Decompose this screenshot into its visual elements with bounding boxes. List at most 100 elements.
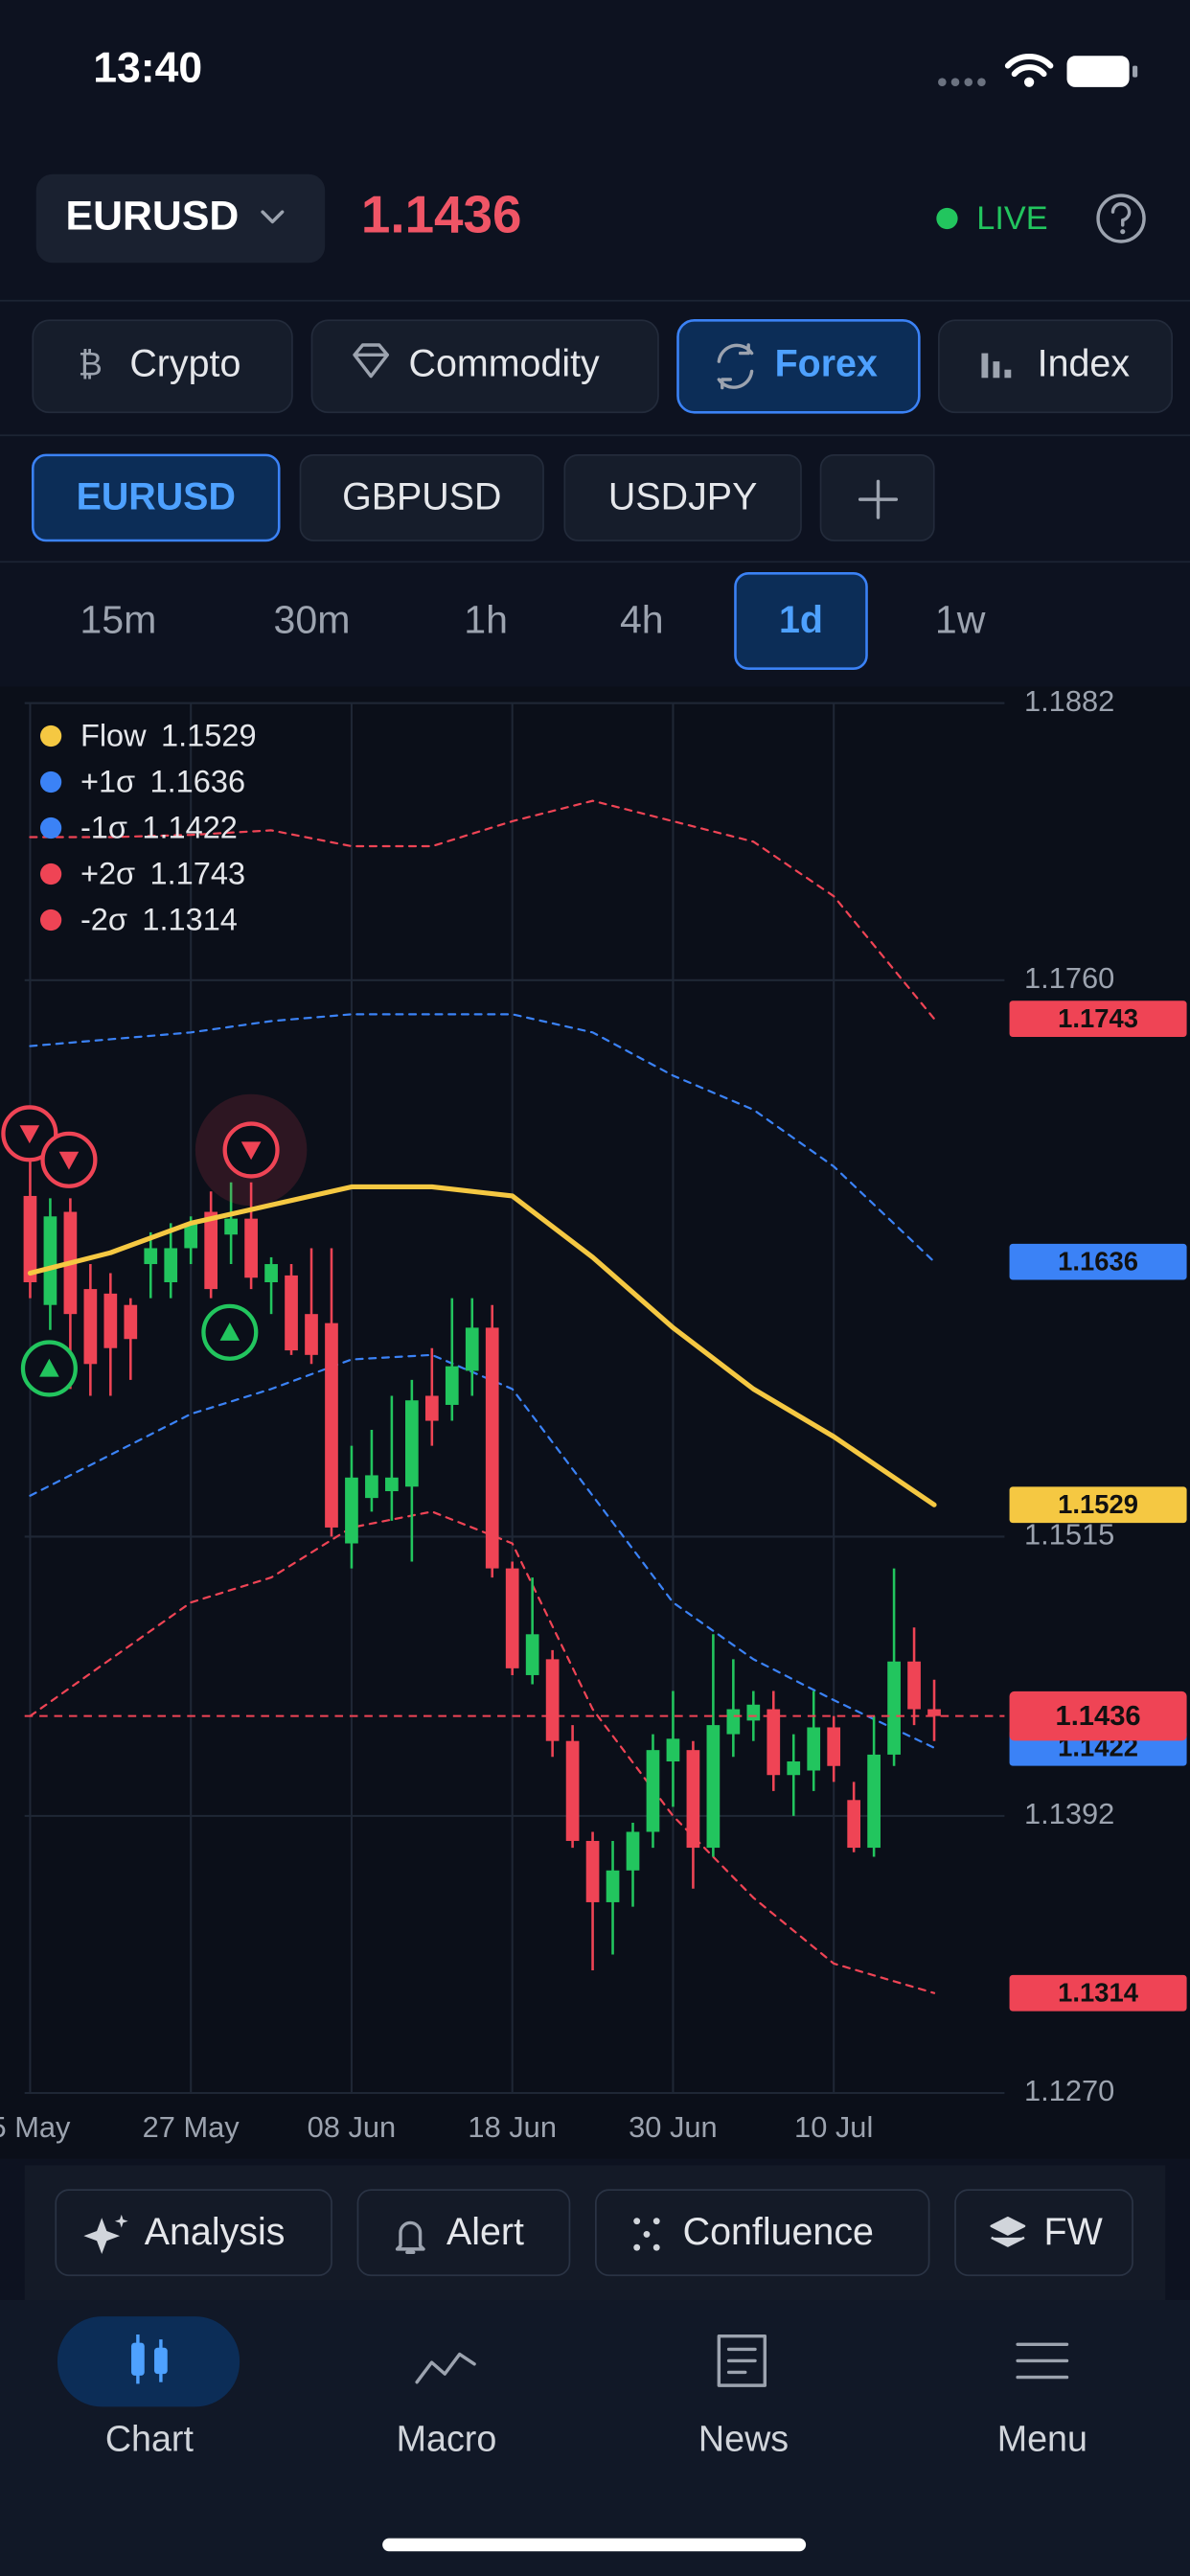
candle-body — [606, 1870, 620, 1902]
symbol-selector[interactable] — [35, 173, 326, 264]
candle-body — [907, 1661, 921, 1710]
exchange-icon — [717, 343, 754, 390]
candle-body — [385, 1477, 399, 1492]
tool-button[interactable] — [356, 2189, 571, 2277]
tool-label[interactable]: FW — [1044, 2211, 1104, 2253]
home-indicator — [382, 2538, 807, 2552]
candle-body — [124, 1304, 138, 1340]
timeframe[interactable]: 4h — [620, 598, 664, 642]
symbol[interactable]: EURUSD — [66, 193, 240, 239]
candle-body — [927, 1709, 941, 1716]
band-line — [29, 1013, 936, 1263]
x-tick-label: 5 May — [0, 2110, 71, 2144]
nav-label[interactable]: Macro — [397, 2418, 497, 2458]
tool-label[interactable]: Alert — [446, 2211, 524, 2253]
candle-body — [847, 1800, 861, 1849]
tool-button[interactable] — [55, 2189, 332, 2277]
candle-body — [626, 1831, 640, 1871]
tools: Analysis Alert Confluence FW — [55, 2189, 1133, 2277]
legend-swatch — [39, 908, 62, 932]
asset-tabs: ₿ Crypto Commodity Forex Index — [32, 319, 1174, 414]
tool-button[interactable] — [595, 2189, 930, 2277]
x-tick-label: 18 Jun — [468, 2110, 557, 2144]
tool-label[interactable]: Analysis — [145, 2211, 286, 2253]
candle-body — [404, 1400, 419, 1487]
timeframe[interactable]: 15m — [80, 598, 156, 642]
x-tick-label: 08 Jun — [308, 2110, 397, 2144]
candle-body — [706, 1725, 721, 1849]
tool-button[interactable] — [954, 2189, 1133, 2277]
legend-entry: +1σ 1.1636 — [80, 764, 245, 798]
timeframe[interactable]: 1d — [779, 599, 823, 641]
legend-entry: -1σ 1.1422 — [80, 810, 238, 844]
x-tick-label: 10 Jul — [794, 2110, 873, 2144]
pair-tab[interactable] — [31, 453, 281, 542]
legend-swatch — [39, 770, 62, 794]
legend-entry: -2σ 1.1314 — [80, 902, 238, 936]
tab-commodity[interactable] — [310, 319, 659, 414]
menu-icon — [1016, 2342, 1069, 2380]
nav-active-pill — [57, 2316, 240, 2407]
legend-value: 1.1422 — [142, 810, 238, 844]
y-tick-label: 1.1392 — [1024, 1797, 1114, 1830]
band-line — [29, 1510, 936, 1994]
price-tag — [1009, 1486, 1187, 1524]
candle-body — [345, 1477, 358, 1544]
pair-label[interactable]: GBPUSD — [342, 476, 501, 518]
flow-line — [27, 1184, 937, 1507]
candle-body — [686, 1750, 700, 1849]
chart-icon — [131, 2334, 168, 2384]
live-status: LIVE — [976, 200, 1047, 237]
legend-swatch — [39, 724, 62, 748]
chevron-icon — [261, 210, 285, 224]
legend-value: 1.1314 — [142, 902, 238, 936]
tab-label[interactable]: Forex — [775, 343, 878, 385]
legend-entry: +2σ 1.1743 — [80, 856, 245, 890]
legend-value: 1.1743 — [150, 856, 246, 890]
tab-forex[interactable] — [676, 319, 921, 414]
candle-body — [827, 1727, 841, 1766]
price-tag-label: 1.1529 — [1058, 1489, 1138, 1519]
candle-body — [103, 1293, 118, 1348]
pair-label[interactable]: EURUSD — [77, 476, 236, 518]
tool-label[interactable]: Confluence — [683, 2211, 874, 2253]
signal-arrow — [19, 1125, 40, 1144]
candle-body — [424, 1395, 439, 1421]
tab-label[interactable]: Commodity — [409, 343, 600, 385]
x-tick-label: 30 Jun — [629, 2110, 718, 2144]
tab-label[interactable]: Index — [1038, 343, 1131, 385]
candle-body — [867, 1754, 881, 1849]
pair-label[interactable]: USDJPY — [608, 476, 757, 518]
candle-body — [144, 1248, 158, 1265]
nav-label[interactable]: Menu — [997, 2418, 1087, 2458]
pair-tab[interactable] — [563, 454, 802, 541]
nav-label[interactable]: Chart — [105, 2418, 195, 2458]
chart-background — [0, 686, 1190, 2159]
y-tick-label: 1.1882 — [1024, 684, 1114, 718]
candle-body — [887, 1661, 901, 1755]
candle-body — [204, 1211, 218, 1290]
candle-body — [365, 1475, 378, 1499]
timeframe[interactable]: 1w — [935, 598, 986, 642]
nav-label[interactable]: News — [698, 2418, 789, 2458]
timeframe-active[interactable] — [734, 572, 868, 670]
candle-body — [666, 1738, 680, 1762]
candle-body — [746, 1704, 761, 1721]
tab-crypto[interactable] — [32, 319, 293, 414]
layers-icon — [990, 2217, 1026, 2247]
timeframe[interactable]: 30m — [274, 598, 351, 642]
help-button[interactable] — [1096, 194, 1146, 243]
pair-tab[interactable] — [299, 454, 544, 541]
candle-body — [244, 1218, 258, 1278]
price-tag-label: 1.1436 — [1056, 1701, 1141, 1732]
candle-body — [305, 1314, 318, 1355]
tab-label[interactable]: Crypto — [129, 343, 240, 385]
y-tick-label: 1.1270 — [1024, 2074, 1114, 2107]
timeframe[interactable]: 1h — [464, 598, 508, 642]
candle-body — [646, 1750, 660, 1832]
macro-icon — [415, 2352, 476, 2384]
candle-body — [726, 1709, 741, 1735]
tab-index[interactable] — [938, 319, 1174, 414]
candle-body — [325, 1322, 338, 1528]
